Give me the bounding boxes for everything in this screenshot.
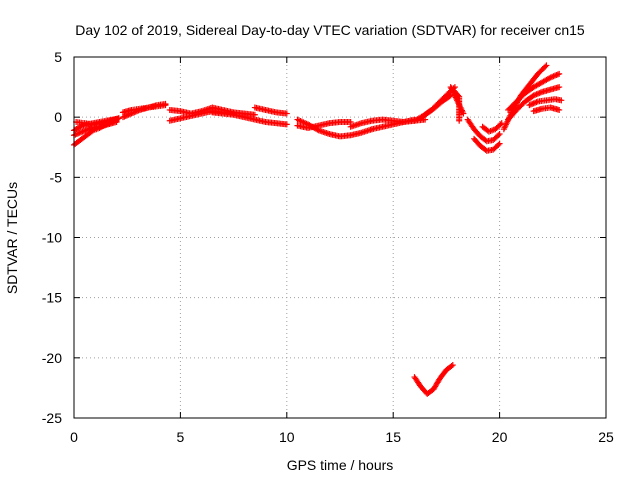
series-track-18 bbox=[471, 135, 503, 154]
data-point bbox=[496, 140, 503, 147]
x-tick-label: 5 bbox=[177, 429, 185, 445]
data-point bbox=[556, 106, 563, 113]
series-track-16 bbox=[422, 92, 454, 118]
y-axis-label: SDTVAR / TECUs bbox=[4, 182, 20, 294]
y-tick-label: -10 bbox=[42, 230, 62, 246]
x-tick-label: 10 bbox=[279, 429, 295, 445]
data-point bbox=[495, 141, 502, 148]
data-point bbox=[460, 110, 467, 117]
data-point bbox=[543, 62, 550, 69]
data-point bbox=[115, 115, 122, 122]
x-ticks: 0 5 10 15 20 25 bbox=[70, 57, 614, 445]
series-track-25 bbox=[411, 362, 456, 397]
data-point bbox=[162, 102, 169, 109]
y-tick-label: 0 bbox=[54, 109, 62, 125]
x-tick-label: 25 bbox=[598, 429, 614, 445]
y-tick-label: 5 bbox=[54, 49, 62, 65]
series-track-12 bbox=[294, 118, 354, 131]
series-track-10 bbox=[251, 104, 290, 117]
data-point bbox=[283, 110, 290, 117]
y-tick-label: -20 bbox=[42, 350, 62, 366]
series-track-11 bbox=[294, 116, 375, 140]
data-point bbox=[446, 93, 453, 100]
series-isolated bbox=[447, 84, 467, 124]
data-point bbox=[283, 121, 290, 128]
data-point bbox=[76, 124, 83, 131]
data-point bbox=[496, 131, 503, 138]
series-track-22 bbox=[505, 84, 563, 123]
data-point bbox=[556, 84, 563, 91]
data-point bbox=[449, 362, 456, 369]
data-point bbox=[542, 63, 549, 70]
chart-title: Day 102 of 2019, Sidereal Day-to-day VTE… bbox=[75, 22, 585, 38]
data-point bbox=[448, 363, 455, 370]
series-track-19 bbox=[479, 120, 505, 135]
series-track-04 bbox=[73, 115, 122, 128]
y-ticks: 5 0 -5 -10 -15 -20 -25 bbox=[42, 49, 606, 426]
series-track-23 bbox=[526, 96, 565, 109]
plot-points bbox=[71, 62, 565, 397]
series-track-17 bbox=[464, 116, 503, 145]
data-point bbox=[558, 97, 565, 104]
x-tick-label: 20 bbox=[492, 429, 508, 445]
data-point bbox=[556, 70, 563, 77]
data-point bbox=[497, 121, 504, 128]
series-track-06 bbox=[119, 102, 169, 116]
data-point bbox=[495, 132, 502, 139]
x-axis-label: GPS time / hours bbox=[287, 457, 394, 473]
series-track-21 bbox=[505, 70, 563, 113]
y-tick-label: -15 bbox=[42, 290, 62, 306]
x-tick-label: 15 bbox=[385, 429, 401, 445]
series-track-24 bbox=[530, 104, 563, 115]
x-tick-label: 0 bbox=[70, 429, 78, 445]
y-tick-label: -25 bbox=[42, 410, 62, 426]
grid-lines bbox=[74, 57, 606, 418]
y-tick-label: -5 bbox=[50, 169, 63, 185]
series-track-09 bbox=[209, 109, 290, 128]
